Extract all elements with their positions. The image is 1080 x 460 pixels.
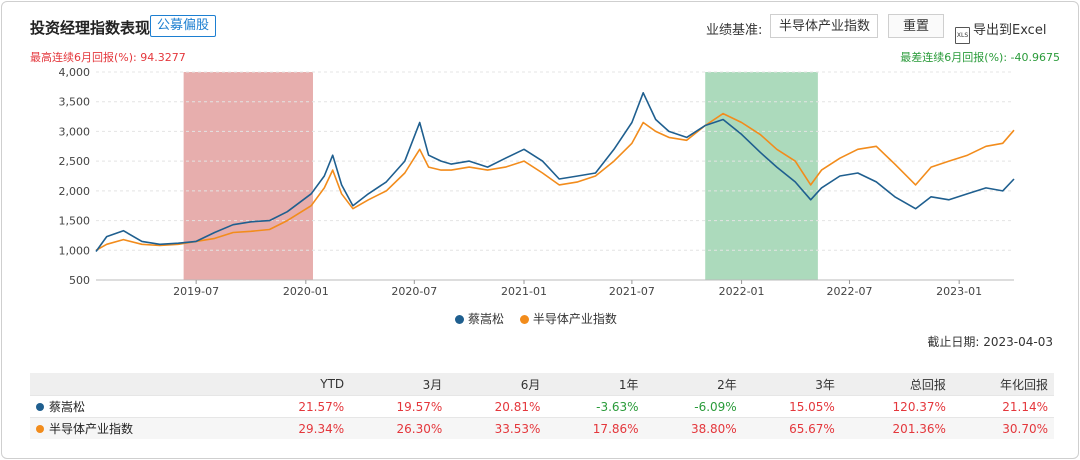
table-header: 总回报	[840, 373, 952, 396]
table-cell: 20.81%	[448, 395, 547, 418]
benchmark-select[interactable]: 半导体产业指数	[770, 14, 878, 38]
best-6m-band	[183, 72, 313, 280]
legend-marker-manager	[455, 315, 464, 324]
table-header: 6月	[448, 373, 547, 396]
x-tick-label: 2021-01	[501, 285, 547, 298]
series-marker	[36, 403, 44, 411]
legend-label-benchmark: 半导体产业指数	[532, 312, 617, 326]
legend-item-benchmark[interactable]: 半导体产业指数	[519, 312, 617, 326]
as-of-date: 截止日期: 2023-04-03	[927, 335, 1053, 349]
table-cell: -6.09%	[644, 395, 743, 418]
y-tick-label: 2,500	[59, 155, 91, 168]
export-label: 导出到Excel	[973, 23, 1047, 38]
x-tick-label: 2021-07	[609, 285, 655, 298]
table-cell: 21.14%	[951, 395, 1054, 418]
table-row: 半导体产业指数 29.34% 26.30% 33.53% 17.86% 38.8…	[30, 417, 1054, 439]
table-cell: 19.57%	[350, 395, 449, 418]
table-cell: 33.53%	[448, 417, 547, 439]
table-header	[30, 373, 252, 396]
category-tag[interactable]: 公募偏股	[150, 15, 217, 37]
table-header: YTD	[252, 373, 351, 396]
table-header-row: YTD 3月 6月 1年 2年 3年 总回报 年化回报	[30, 373, 1054, 396]
table-header: 1年	[546, 373, 645, 396]
x-tick-label: 2023-01	[936, 285, 982, 298]
y-tick-label: 1,500	[59, 215, 91, 228]
table-header: 3月	[350, 373, 449, 396]
legend-item-manager[interactable]: 蔡嵩松	[455, 312, 504, 326]
table-cell: 29.34%	[252, 417, 351, 439]
x-tick-label: 2020-01	[283, 285, 329, 298]
table-cell: 21.57%	[252, 395, 351, 418]
row-name-label: 半导体产业指数	[49, 422, 134, 436]
table-cell: 38.80%	[644, 417, 743, 439]
table-header: 3年	[742, 373, 841, 396]
table-cell: 26.30%	[350, 417, 449, 439]
worst-6m-return: 最差连续6月回报(%): -40.9675	[900, 51, 1060, 64]
best-6m-return: 最高连续6月回报(%): 94.3277	[30, 51, 186, 64]
y-tick-label: 3,000	[59, 125, 91, 138]
y-tick-label: 3,500	[59, 96, 91, 109]
row-name: 半导体产业指数	[30, 417, 252, 439]
performance-chart[interactable]: 500 1,000 1,500 2,000 2,500 3,000 3,500 4,000 20…	[0, 0, 1080, 300]
table-cell: 65.67%	[742, 417, 841, 439]
series-marker	[36, 425, 44, 433]
row-name: 蔡嵩松	[30, 395, 252, 418]
table-cell: 17.86%	[546, 417, 645, 439]
table-cell: 30.70%	[951, 417, 1054, 439]
table-cell: -3.63%	[546, 395, 645, 418]
export-excel-button[interactable]: XLS 导出到Excel	[955, 19, 1046, 44]
benchmark-label: 业绩基准:	[706, 23, 763, 38]
series-line-benchmark	[95, 112, 1015, 251]
series-line-manager	[95, 92, 1015, 252]
legend-label-manager: 蔡嵩松	[468, 312, 505, 326]
chart-legend: 蔡嵩松 半导体产业指数	[455, 310, 629, 327]
worst-6m-band	[705, 72, 818, 280]
legend-marker-benchmark	[519, 315, 529, 324]
table-cell: 15.05%	[742, 395, 841, 418]
page-title: 投资经理指数表现	[30, 19, 151, 37]
row-name-label: 蔡嵩松	[49, 400, 86, 414]
x-tick-label: 2020-07	[391, 285, 437, 298]
x-tick-label: 2022-07	[826, 285, 872, 298]
y-tick-label: 4,000	[59, 66, 91, 79]
table-cell: 201.36%	[840, 417, 952, 439]
returns-table: YTD 3月 6月 1年 2年 3年 总回报 年化回报 蔡嵩松 21.57% 1…	[30, 373, 1054, 439]
table-header: 年化回报	[951, 373, 1054, 396]
table-header: 2年	[644, 373, 743, 396]
y-tick-label: 1,000	[59, 244, 91, 257]
reset-button[interactable]: 重置	[888, 14, 944, 38]
table-cell: 120.37%	[840, 395, 952, 418]
y-tick-label: 2,000	[59, 185, 91, 198]
x-tick-label: 2022-01	[719, 285, 765, 298]
xls-file-icon: XLS	[955, 27, 970, 44]
table-row: 蔡嵩松 21.57% 19.57% 20.81% -3.63% -6.09% 1…	[30, 395, 1054, 418]
x-tick-label: 2019-07	[173, 285, 219, 298]
y-tick-label: 500	[69, 274, 90, 287]
